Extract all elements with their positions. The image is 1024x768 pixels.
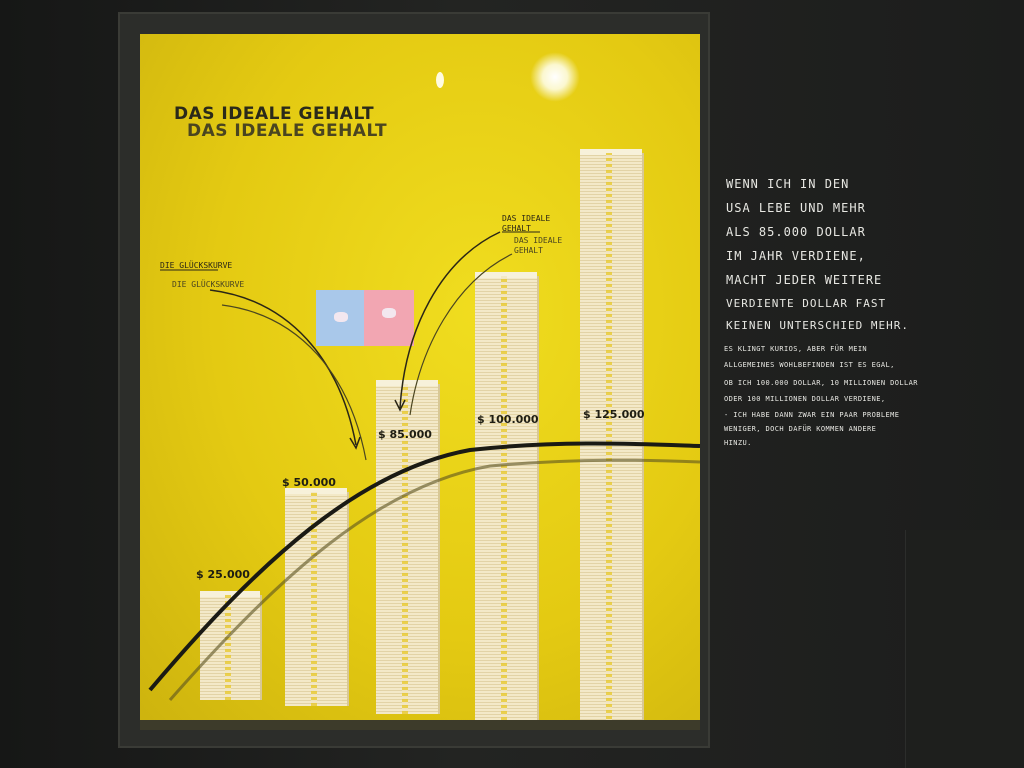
chalk-line: IM JAHR VERDIENE, — [726, 249, 866, 263]
happiness-curve-shadow — [168, 458, 701, 701]
chalk-small-line: WENIGER, DOCH DAFÜR KOMMEN ANDERE — [724, 425, 877, 433]
display-shelf — [140, 720, 700, 730]
stack-label-50000: $ 50.000 — [282, 476, 336, 489]
small-photo — [316, 290, 414, 346]
chalk-line: MACHT JEDER WEITERE — [726, 273, 883, 287]
arrow-ideal-annotation — [399, 231, 501, 409]
arrow-curve-annotation — [209, 289, 357, 446]
ideal-annotation-line2: GEHALT — [502, 224, 531, 233]
stack-label-25000: $ 25.000 — [196, 568, 250, 581]
light-glare — [530, 52, 580, 102]
curve-annotation-shadow: DIE GLÜCKSKURVE — [172, 280, 245, 289]
curve-annotation: DIE GLÜCKSKURVE — [160, 261, 233, 270]
chalk-line: KEINEN UNTERSCHIED MEHR. — [726, 319, 909, 332]
exhibit-title: DAS IDEALE GEHALT — [174, 104, 375, 124]
stack-label-100000: $ 100.000 — [477, 413, 539, 426]
chalk-line: WENN ICH IN DEN — [726, 177, 850, 191]
ideal-annotation-line1: DAS IDEALE — [502, 214, 551, 223]
chalk-line: USA LEBE UND MEHR — [726, 201, 866, 215]
chalk-small-line: - ICH HABE DANN ZWAR EIN PAAR PROBLEME — [724, 411, 900, 419]
chalk-small-line: HINZU. — [724, 439, 752, 447]
exhibit-title-shadow: DAS IDEALE GEHALT — [187, 121, 388, 141]
money-stack-50000 — [285, 488, 347, 706]
chalk-line: ALS 85.000 DOLLAR — [726, 225, 866, 239]
ideal-annotation-shadow-line2: GEHALT — [514, 246, 543, 255]
stack-label-85000: $ 85.000 — [378, 428, 432, 441]
chalk-small-line: ES KLINGT KURIOS, ABER FÜR MEIN — [724, 345, 868, 353]
money-stack-100000 — [475, 272, 537, 720]
money-stack-125000 — [580, 149, 642, 725]
chalk-small-line: ODER 100 MILLIONEN DOLLAR VERDIENE, — [724, 395, 886, 403]
chalk-small-line: OB ICH 100.000 DOLLAR, 10 MILLIONEN DOLL… — [724, 379, 918, 387]
side-panel — [905, 530, 1024, 768]
money-stack-85000 — [376, 380, 438, 714]
arrow-ideal-annotation-shadow — [409, 253, 513, 416]
light-glare-small — [436, 72, 444, 88]
chalk-small-line: ALLGEMEINES WOHLBEFINDEN IST ES EGAL, — [724, 361, 895, 369]
arrow-curve-annotation-shadow — [221, 304, 367, 461]
ideal-annotation-shadow-line1: DAS IDEALE — [514, 236, 563, 245]
happiness-curve — [148, 441, 701, 692]
chalk-line: VERDIENTE DOLLAR FAST — [726, 297, 887, 310]
stack-label-125000: $ 125.000 — [583, 408, 645, 421]
